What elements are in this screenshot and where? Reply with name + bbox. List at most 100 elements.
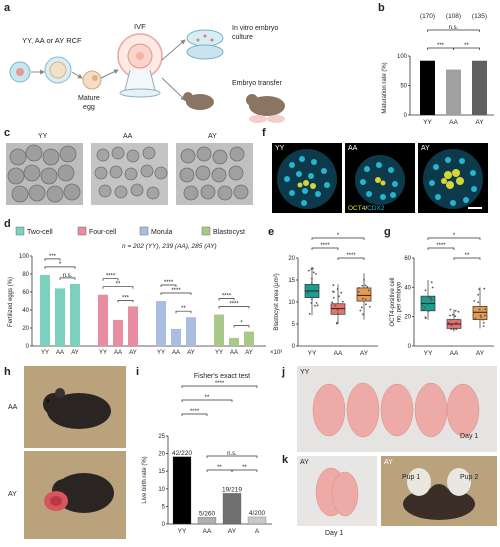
mouse-photo-aa (24, 366, 126, 448)
data-point (363, 278, 365, 281)
mouse-photo-ay-day16 (381, 456, 497, 526)
sample-count-label: (170) (420, 13, 435, 20)
data-label: 42/220 (172, 450, 192, 457)
chart-blastocyst-area: 0 5 10 15 20 Blastocyst area (μm²) ×10³ YY AA AY *… (270, 233, 378, 357)
x-tick-label: YY (41, 350, 49, 356)
sample-size-note: n = 202 (YY), 239 (AA), 285 (AY) (122, 243, 217, 250)
panel-h-label-aa: AA (8, 404, 18, 411)
significance-bracket (44, 258, 61, 261)
data-point (449, 318, 452, 321)
data-point (449, 314, 451, 317)
data-point (483, 287, 486, 290)
data-point (480, 316, 483, 319)
significance-label: **** (171, 288, 181, 294)
data-point (314, 304, 316, 307)
panel-label-g: g (384, 226, 391, 238)
data-point (422, 309, 425, 311)
data-point (310, 302, 313, 304)
significance-bracket (117, 300, 134, 303)
y-tick-label: 40 (404, 285, 411, 291)
significance-label: **** (320, 243, 330, 249)
significance-bracket (181, 399, 233, 402)
data-point (361, 284, 364, 287)
data-point (366, 285, 369, 288)
y-axis-label: Fertilized eggs (%) (8, 277, 14, 327)
embryo-cluster-aa (94, 146, 168, 200)
significance-label: n.s. (449, 25, 459, 31)
data-point (336, 288, 339, 290)
panel-j-day-label: Day 1 (460, 433, 479, 440)
data-label: 4/200 (249, 510, 266, 517)
legend-label: Four-cell (89, 229, 117, 236)
x-tick-label: A (255, 528, 260, 535)
significance-label: *** (122, 295, 130, 301)
y-tick-label: 20 (288, 256, 295, 262)
significance-bracket (160, 292, 192, 295)
x-tick-label: AA (450, 350, 459, 357)
pup2-label: Pup 2 (460, 474, 479, 481)
legend-label: Morula (151, 229, 173, 236)
data-point (361, 297, 364, 300)
y-axis-label: Maturation rate (%) (382, 62, 388, 113)
x-tick-label: AY (71, 350, 79, 356)
significance-bracket (181, 413, 208, 416)
data-point (482, 318, 485, 321)
data-point (478, 288, 481, 291)
data-point (364, 298, 367, 301)
culture-plate-icon (119, 88, 161, 98)
bar-morula-yy (156, 301, 166, 346)
data-point (454, 315, 457, 318)
bar-blastocyst-ay (244, 331, 254, 346)
stain-oct4: OCT4 (348, 205, 366, 212)
panel-label-h: h (4, 366, 11, 378)
bar-four-cell-ay (128, 306, 138, 346)
data-point (338, 295, 340, 298)
significance-label: ** (116, 282, 121, 288)
significance-bracket (206, 455, 258, 458)
significance-label: **** (346, 253, 356, 259)
y-tick-label: 100 (19, 254, 30, 260)
significance-label: **** (436, 243, 446, 249)
data-point (308, 313, 311, 315)
significance-bracket (453, 47, 480, 50)
data-point (454, 309, 457, 312)
data-point (484, 314, 486, 317)
y-axis-label: Blastocyst area (μm²) (274, 273, 280, 330)
bar-yy (172, 456, 192, 525)
significance-bracket (427, 29, 480, 32)
chart-oct4-positive-cells: 0 20 40 60 OCT4-positive cellno. per embryo Y… (390, 233, 494, 357)
significance-label: **** (106, 274, 116, 280)
data-label: 19/219 (222, 486, 242, 493)
y-axis-label-line: Maturation rate (%) (382, 62, 388, 113)
axis-scale-label: ×10³ (270, 350, 282, 356)
panel-c-label-aa: AA (123, 133, 133, 140)
data-point (483, 321, 485, 324)
significance-bracket (175, 310, 192, 314)
data-point (430, 298, 433, 301)
significance-label: n.s. (227, 451, 237, 457)
panel-label-i: i (136, 366, 140, 378)
y-tick-label: 0 (404, 113, 408, 119)
data-point (307, 269, 310, 272)
x-tick-label: AY (475, 119, 484, 126)
significance-label: * (240, 321, 243, 327)
significance-label: ** (217, 465, 222, 471)
embryo-image-aa (91, 143, 168, 205)
y-tick-label: 15 (288, 278, 295, 284)
y-tick-label: 60 (404, 256, 411, 262)
box-ay (356, 287, 372, 302)
bar-aa (446, 69, 461, 115)
data-point (307, 291, 309, 294)
panel-j-label-yy: YY (300, 369, 310, 376)
embryo-culture-dish-icon (186, 29, 224, 47)
bar-blastocyst-yy (214, 314, 224, 346)
significance-bracket (160, 284, 177, 287)
panel-k-label-ay-2: AY (384, 459, 393, 466)
significance-bracket (218, 298, 235, 301)
panel-label-a: a (4, 2, 11, 14)
x-tick-label: AY (476, 350, 485, 357)
panel-f-label-aa: AA (348, 145, 358, 152)
data-point (449, 308, 452, 311)
y-tick-label: 5 (162, 504, 166, 510)
fluorescence-image-ay (418, 143, 488, 213)
